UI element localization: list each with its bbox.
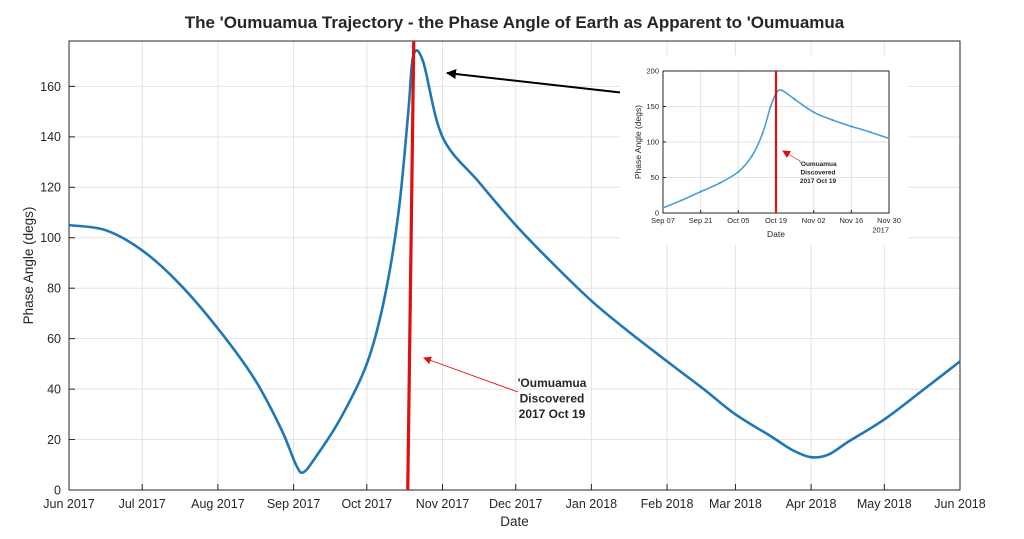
y-tick-label: 150: [646, 102, 659, 111]
x-axis-label: Date: [500, 514, 529, 529]
x-tick-label: Oct 2017: [341, 497, 392, 511]
x-tick-label: Apr 2018: [786, 497, 837, 511]
inset-annotation-text: 2017 Oct 19: [800, 178, 837, 185]
x-tick-label: Oct 19: [765, 216, 787, 225]
data-point: [850, 125, 853, 128]
y-axis-label: Phase Angle (degs): [633, 105, 643, 179]
discovery-line-0: [406, 40, 416, 491]
inset-annotation-text: Discovered: [800, 170, 835, 177]
x-axis-label: Date: [767, 229, 785, 239]
inset-annotation-arrow: [782, 150, 801, 162]
y-tick-label: 0: [54, 483, 61, 497]
x-tick-label: Sep 21: [689, 216, 713, 225]
data-point: [869, 130, 872, 134]
x-tick-label: Aug 2017: [191, 497, 245, 511]
y-tick-label: 160: [40, 80, 61, 94]
chart-title: The 'Oumuamua Trajectory - the Phase Ang…: [185, 13, 845, 32]
x-secondary-label: 2017: [872, 226, 889, 235]
y-axis-label: Phase Angle (degs): [21, 207, 36, 325]
data-point: [718, 182, 721, 185]
data-point: [699, 190, 702, 193]
y-tick-label: 40: [47, 382, 61, 396]
data-point: [769, 105, 772, 108]
inset-pointer-arrow: [446, 69, 626, 94]
y-tick-label: 100: [646, 138, 659, 147]
y-tick-label: 60: [47, 332, 61, 346]
x-tick-label: Jul 2017: [119, 497, 166, 511]
y-tick-label: 20: [47, 433, 61, 447]
y-tick-label: 50: [651, 173, 659, 182]
data-point: [750, 155, 753, 158]
data-point: [831, 118, 834, 122]
annotation-text: 'Oumuamua: [518, 376, 587, 390]
x-tick-label: Jun 2017: [43, 497, 94, 511]
annotation-text: Discovered: [520, 392, 585, 406]
x-tick-label: Nov 30: [877, 216, 901, 225]
y-tick-label: 120: [40, 181, 61, 195]
x-tick-label: Nov 16: [839, 216, 863, 225]
data-point: [761, 132, 764, 135]
data-point: [812, 111, 815, 114]
x-tick-label: Sep 07: [651, 216, 675, 225]
y-tick-label: 0: [655, 209, 659, 218]
x-tick-label: Jun 2018: [934, 497, 985, 511]
series-line-1-0: [662, 89, 890, 209]
data-point: [887, 137, 891, 140]
x-tick-label: Feb 2018: [641, 497, 694, 511]
series-line-0-0: [68, 49, 961, 474]
x-tick-label: Dec 2017: [489, 497, 543, 511]
x-tick-label: Nov 2017: [416, 497, 470, 511]
x-tick-label: May 2018: [857, 497, 912, 511]
inset-annotation-text: 'Oumuamua: [799, 161, 837, 168]
data-point: [661, 206, 665, 210]
data-point: [793, 98, 796, 101]
y-tick-label: 140: [40, 130, 61, 144]
data-point: [680, 199, 683, 202]
y-tick-label: 80: [47, 282, 61, 296]
x-tick-label: Jan 2018: [566, 497, 617, 511]
y-tick-label: 200: [646, 67, 659, 76]
x-tick-label: Mar 2018: [709, 497, 762, 511]
data-point: [737, 170, 740, 173]
annotation-arrow: [423, 356, 519, 393]
y-tick-label: 100: [40, 231, 61, 245]
x-tick-label: Nov 02: [802, 216, 826, 225]
x-tick-label: Sep 2017: [267, 497, 321, 511]
annotation-text: 2017 Oct 19: [519, 407, 586, 421]
data-point: [780, 89, 783, 92]
axes-frame-0: [68, 40, 961, 491]
x-tick-label: Oct 05: [727, 216, 749, 225]
